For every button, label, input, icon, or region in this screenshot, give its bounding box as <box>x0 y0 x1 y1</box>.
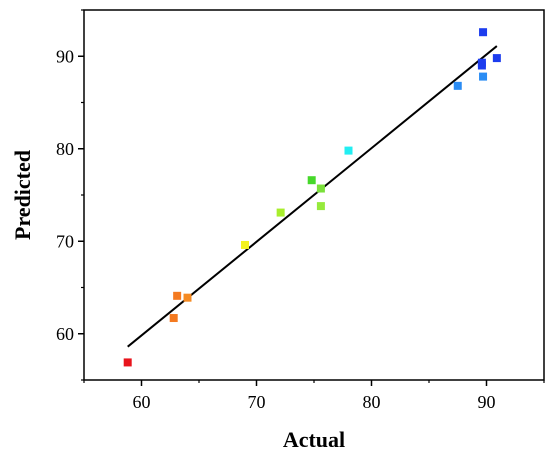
data-point <box>479 72 488 81</box>
data-point <box>316 184 325 193</box>
data-point <box>344 146 353 155</box>
y-tick-label: 60 <box>56 324 74 344</box>
data-point <box>241 240 249 249</box>
y-tick-label: 80 <box>56 139 74 159</box>
x-tick-label: 90 <box>478 392 496 412</box>
fit-line-layer <box>127 45 498 348</box>
x-tick-label: 60 <box>133 392 151 412</box>
y-axis-title: Predicted <box>10 150 35 240</box>
data-point <box>169 314 178 323</box>
x-tick-label: 70 <box>248 392 266 412</box>
data-point <box>307 176 316 185</box>
y-tick-label: 70 <box>56 231 74 251</box>
x-tick-label: 80 <box>363 392 381 412</box>
points-layer <box>123 28 501 367</box>
data-point <box>123 358 132 367</box>
data-point <box>276 208 285 217</box>
y-axis-ticks: 60 70 80 90 <box>56 9 84 381</box>
x-axis-title: Actual <box>283 427 345 452</box>
y-tick-label: 90 <box>56 46 74 66</box>
data-point <box>453 81 462 90</box>
data-point <box>492 54 501 63</box>
x-axis-ticks: 60 70 80 90 <box>83 380 545 412</box>
data-point <box>173 291 182 300</box>
data-point <box>479 28 488 37</box>
data-point <box>316 202 325 211</box>
fit-line <box>127 45 498 348</box>
data-point <box>183 293 192 302</box>
data-point <box>477 58 486 67</box>
